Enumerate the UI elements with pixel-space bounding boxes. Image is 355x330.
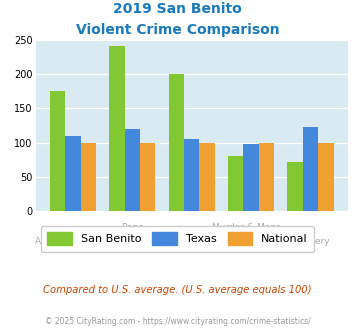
Bar — [287, 162, 303, 211]
Text: Rape: Rape — [121, 223, 144, 232]
Text: Robbery: Robbery — [292, 237, 329, 246]
Bar — [200, 143, 215, 211]
Bar — [259, 143, 274, 211]
Bar — [109, 47, 125, 211]
Text: All Violent Crime: All Violent Crime — [35, 237, 111, 246]
Text: © 2025 CityRating.com - https://www.cityrating.com/crime-statistics/: © 2025 CityRating.com - https://www.city… — [45, 317, 310, 326]
Text: Aggravated Assault: Aggravated Assault — [147, 237, 236, 246]
Bar — [140, 143, 155, 211]
Bar — [65, 136, 81, 211]
Bar — [81, 143, 96, 211]
Legend: San Benito, Texas, National: San Benito, Texas, National — [41, 226, 314, 252]
Bar — [303, 127, 318, 211]
Text: 2019 San Benito: 2019 San Benito — [113, 2, 242, 16]
Bar — [169, 74, 184, 211]
Text: Compared to U.S. average. (U.S. average equals 100): Compared to U.S. average. (U.S. average … — [43, 285, 312, 295]
Bar — [318, 143, 334, 211]
Bar — [184, 139, 200, 211]
Bar — [125, 129, 140, 211]
Bar — [50, 91, 65, 211]
Text: Murder & Mans...: Murder & Mans... — [212, 223, 290, 232]
Bar — [228, 156, 244, 211]
Bar — [244, 144, 259, 211]
Text: Violent Crime Comparison: Violent Crime Comparison — [76, 23, 279, 37]
